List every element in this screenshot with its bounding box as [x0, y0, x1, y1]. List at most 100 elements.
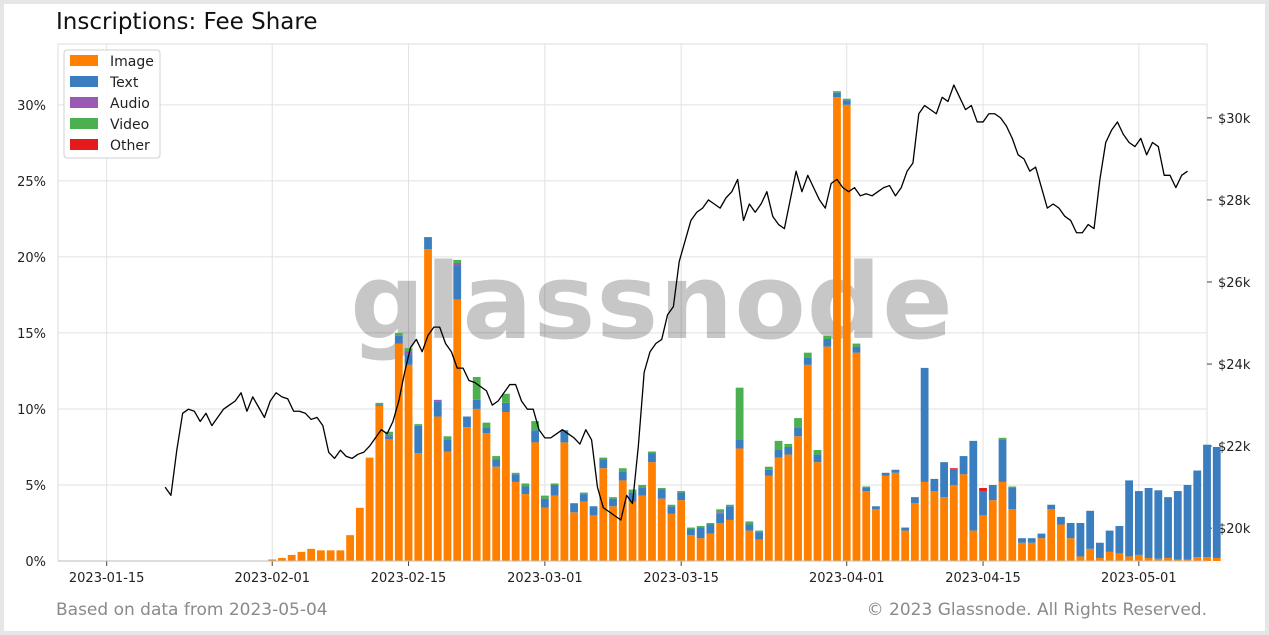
x-tick-label: 2023-02-01: [234, 571, 310, 586]
bar-video: [677, 491, 686, 493]
legend-swatch-text: [70, 76, 98, 87]
bar-video: [735, 387, 744, 440]
bar-image: [696, 538, 705, 561]
bar-other: [979, 488, 987, 492]
bar-image: [287, 554, 296, 561]
bar-video: [521, 483, 530, 487]
bar-text: [1154, 490, 1163, 559]
bar-text: [949, 469, 958, 485]
bar-video: [531, 421, 540, 431]
bar-video: [667, 504, 676, 507]
y2-tick-label: $24k: [1218, 358, 1251, 373]
bar-text: [657, 489, 666, 499]
bar-audio: [453, 262, 462, 266]
bar-video: [774, 440, 783, 450]
y-tick-label: 25%: [17, 175, 46, 190]
bar-text: [803, 357, 812, 365]
legend-label-other: Other: [110, 138, 150, 154]
bar-text: [502, 402, 510, 412]
bar-image: [901, 530, 910, 561]
bar-text: [1125, 480, 1133, 557]
bar-image: [268, 559, 277, 561]
bar-text: [1193, 470, 1202, 558]
y-tick-label: 20%: [17, 251, 46, 266]
bar-image: [1018, 542, 1026, 561]
bar-video: [472, 377, 481, 400]
bar-video: [716, 509, 725, 513]
bar-video: [687, 527, 695, 530]
bar-text: [589, 506, 598, 516]
data-date-note: Based on data from 2023-05-04: [56, 600, 328, 620]
bar-text: [930, 478, 939, 492]
bar-image: [1164, 557, 1172, 561]
bar-image: [1057, 524, 1065, 561]
bar-text: [862, 488, 871, 492]
bar-image: [833, 97, 841, 561]
bar-text: [1037, 533, 1046, 539]
watermark: glassnode: [350, 241, 954, 363]
bar-image: [1115, 553, 1124, 561]
bar-text: [764, 469, 773, 476]
bar-video: [852, 343, 861, 347]
bar-image: [346, 535, 355, 561]
bar-image: [394, 343, 403, 561]
bar-video: [823, 335, 832, 339]
bar-image: [716, 522, 725, 561]
bar-image: [336, 550, 345, 561]
y2-tick-label: $28k: [1218, 194, 1251, 209]
bar-image: [502, 411, 510, 561]
bar-text: [891, 469, 900, 473]
x-tick-label: 2023-04-01: [809, 571, 885, 586]
price-line: [164, 84, 1188, 521]
chart-title: Inscriptions: Fee Share: [56, 9, 318, 35]
x-tick-label: 2023-05-01: [1101, 571, 1177, 586]
bar-image: [1144, 557, 1153, 561]
bar-image: [755, 539, 763, 561]
bar-image: [979, 515, 987, 561]
bar-video: [1008, 486, 1017, 489]
bar-text: [872, 506, 880, 510]
bar-text: [706, 524, 715, 534]
bar-video: [725, 504, 734, 507]
bar-video: [502, 393, 510, 403]
x-tick-label: 2023-02-15: [371, 571, 447, 586]
bar-text: [842, 100, 851, 105]
legend-label-image: Image: [110, 54, 154, 70]
bar-text: [774, 450, 783, 458]
bar-video: [394, 332, 403, 336]
bar-audio: [385, 434, 393, 437]
bar-image: [453, 299, 462, 561]
bar-image: [1066, 538, 1075, 561]
bar-text: [735, 439, 744, 449]
bar-image: [657, 498, 666, 561]
bar-image: [648, 462, 656, 561]
bar-text: [959, 456, 968, 475]
bar-text: [969, 440, 978, 531]
bar-image: [706, 533, 715, 561]
bar-video: [609, 497, 617, 499]
bar-image: [1154, 558, 1163, 561]
legend-swatch-other: [70, 139, 98, 150]
x-tick-label: 2023-03-01: [507, 571, 583, 586]
bar-text: [940, 462, 948, 498]
bar-image: [540, 507, 549, 561]
bar-image: [920, 481, 929, 561]
bar-text: [599, 459, 608, 469]
x-tick-label: 2023-01-15: [69, 571, 145, 586]
bar-audio: [404, 351, 413, 355]
bar-text: [988, 484, 997, 501]
bar-image: [1076, 556, 1085, 561]
bar-video: [385, 431, 393, 435]
legend-label-audio: Audio: [110, 96, 150, 112]
bar-image: [794, 436, 802, 561]
plot-area: [57, 43, 1208, 562]
bar-image: [988, 500, 997, 561]
bar-image: [1125, 556, 1133, 561]
bar-text: [1086, 510, 1095, 549]
bar-image: [998, 481, 1007, 561]
bar-image: [891, 472, 900, 561]
bar-text: [725, 506, 734, 520]
bar-image: [881, 475, 890, 561]
bar-text: [687, 529, 695, 536]
